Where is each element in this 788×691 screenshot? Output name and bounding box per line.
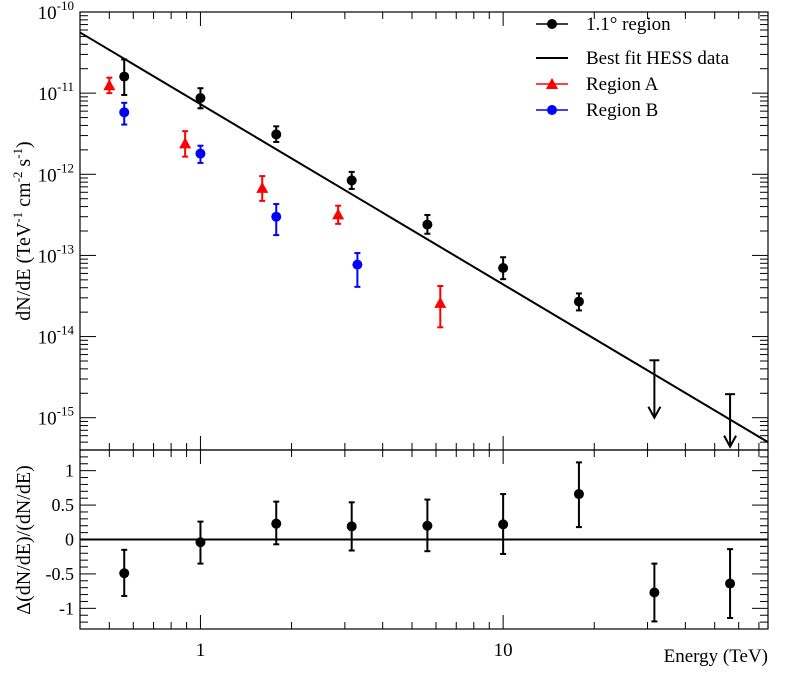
point-region-b	[195, 148, 206, 159]
point-region	[195, 93, 206, 104]
point-region-a	[434, 296, 447, 308]
legend-entry-fit: Best fit HESS data	[536, 48, 730, 69]
point-region-a	[256, 181, 269, 193]
top-y-axis-label: dN/dE (TeV-1 cm-2 s-1)	[10, 141, 35, 320]
legend-label-fit: Best fit HESS data	[586, 48, 730, 69]
point-residual	[649, 587, 660, 598]
point-residual	[573, 489, 584, 500]
x-axis-label: Energy (TeV)	[664, 646, 768, 667]
y-tick-label-top: 10-11	[38, 79, 74, 105]
legend-marker-region-a	[546, 78, 558, 89]
legend-label-region: 1.1° region	[586, 14, 671, 35]
point-region	[573, 296, 584, 307]
point-residual	[271, 518, 282, 529]
y-tick-label-top: 10-13	[38, 241, 74, 267]
point-region	[119, 71, 130, 82]
upper-limit-arrow	[723, 435, 737, 449]
legend: 1.1° region Best fit HESS data Region A …	[536, 14, 730, 121]
point-region-b	[271, 211, 282, 222]
y-tick-label-top: 10-15	[38, 404, 74, 430]
residual-series	[119, 461, 736, 623]
legend-marker-region	[547, 19, 557, 29]
point-region-b	[119, 107, 130, 118]
point-region	[498, 262, 509, 273]
y-tick-label-bottom: 0.5	[52, 495, 75, 515]
y-tick-label-bottom: -0.5	[46, 564, 75, 584]
legend-label-region-a: Region A	[586, 74, 659, 95]
data-series	[103, 58, 737, 449]
point-residual	[195, 537, 206, 548]
y-tick-label-bottom: 1	[65, 461, 74, 481]
tick-labels: 1 10 10-10 10-11 10-12 10-13 10-14 10-15 1 0.5 0 -0…	[38, 0, 513, 661]
point-region	[346, 175, 357, 186]
bottom-y-axis-label: Δ(dN/dE)/(dN/dE)	[13, 465, 35, 615]
legend-entry-region: 1.1° region	[536, 14, 671, 35]
point-region	[271, 129, 282, 140]
y-tick-label-bottom: 0	[65, 530, 74, 550]
point-residual	[346, 521, 357, 532]
point-residual	[119, 568, 130, 579]
y-tick-label-bottom: -1	[59, 598, 74, 618]
top-panel-frame	[79, 11, 769, 451]
upper-limit-arrow	[647, 406, 662, 420]
legend-entry-region-a: Region A	[536, 74, 659, 95]
point-region-b	[352, 259, 363, 270]
y-tick-label-top: 10-10	[38, 0, 74, 24]
legend-entry-region-b: Region B	[536, 100, 658, 121]
point-region	[422, 219, 433, 230]
point-region-a	[179, 137, 192, 149]
best-fit-line	[79, 31, 769, 443]
y-tick-label-top: 10-12	[38, 160, 74, 186]
point-region-a	[332, 208, 345, 220]
legend-marker-region-b	[547, 105, 557, 115]
point-region-a	[103, 79, 116, 91]
x-tick-label: 1	[196, 640, 206, 661]
point-residual	[498, 519, 509, 530]
x-tick-label: 10	[494, 640, 513, 661]
point-residual	[725, 578, 736, 589]
point-residual	[422, 520, 433, 531]
y-tick-label-top: 10-14	[38, 323, 75, 349]
legend-label-region-b: Region B	[586, 100, 658, 121]
axis-ticks	[79, 12, 768, 629]
